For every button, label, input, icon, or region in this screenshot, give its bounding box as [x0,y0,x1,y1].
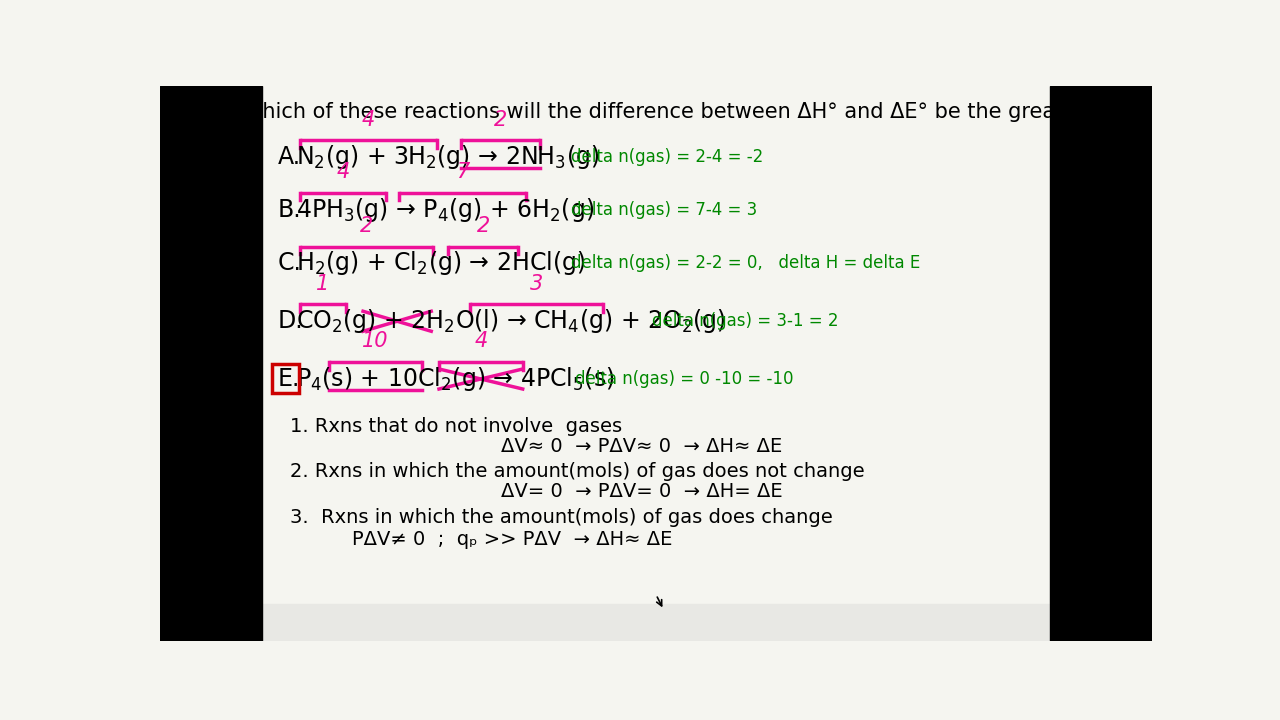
Text: PΔV≠ 0  ;  qₚ >> PΔV  → ΔH≈ ΔE: PΔV≠ 0 ; qₚ >> PΔV → ΔH≈ ΔE [352,530,672,549]
Text: 2: 2 [476,216,490,235]
Text: 7: 7 [456,162,468,182]
Text: A.: A. [278,145,301,169]
Text: For which of these reactions will the difference between ΔH° and ΔE° be the grea: For which of these reactions will the di… [206,102,1106,122]
Text: 1: 1 [316,274,329,294]
Text: 1. Rxns that do not involve  gases: 1. Rxns that do not involve gases [291,418,622,436]
Text: H$_2$(g) + Cl$_2$(g) → 2HCl(g): H$_2$(g) + Cl$_2$(g) → 2HCl(g) [296,250,585,277]
Text: 4PH$_3$(g) → P$_4$(g) + 6H$_2$(g): 4PH$_3$(g) → P$_4$(g) + 6H$_2$(g) [296,196,594,224]
Text: delta n(gas) = 2-4 = -2: delta n(gas) = 2-4 = -2 [571,148,763,166]
Text: 10: 10 [362,331,389,351]
Text: C.: C. [278,251,302,276]
Text: 3: 3 [530,274,543,294]
Text: B.: B. [278,197,301,222]
Text: delta n(gas) = 0 -10 = -10: delta n(gas) = 0 -10 = -10 [575,370,794,388]
Text: delta n(gas) = 3-1 = 2: delta n(gas) = 3-1 = 2 [652,312,838,330]
Text: 2. Rxns in which the amount(mols) of gas does not change: 2. Rxns in which the amount(mols) of gas… [291,462,865,481]
Bar [262,604,1050,641]
Bar [273,364,298,393]
Text: N$_2$(g) + 3H$_2$(g) → 2NH$_3$(g): N$_2$(g) + 3H$_2$(g) → 2NH$_3$(g) [296,143,599,171]
Text: 2: 2 [360,216,372,235]
Text: E.: E. [278,367,301,391]
Text: ΔV= 0  → PΔV= 0  → ΔH= ΔE: ΔV= 0 → PΔV= 0 → ΔH= ΔE [500,482,782,501]
Text: ΔV≈ 0  → PΔV≈ 0  → ΔH≈ ΔE: ΔV≈ 0 → PΔV≈ 0 → ΔH≈ ΔE [500,437,782,456]
Bar [1050,86,1152,641]
Text: delta n(gas) = 2-2 = 0,   delta H = delta E: delta n(gas) = 2-2 = 0, delta H = delta … [571,254,920,272]
Text: 2: 2 [494,109,507,130]
Text: D.: D. [278,310,303,333]
Bar [160,86,262,641]
Text: 4: 4 [337,162,349,182]
Text: P$_4$(s) + 10Cl$_2$(g) → 4PCl$_5$(s): P$_4$(s) + 10Cl$_2$(g) → 4PCl$_5$(s) [296,365,614,393]
Text: 4: 4 [362,109,375,130]
Text: CO$_2$(g) + 2H$_2$O(l) → CH$_4$(g) + 2O$_2$(g): CO$_2$(g) + 2H$_2$O(l) → CH$_4$(g) + 2O$… [296,307,726,336]
Text: delta n(gas) = 7-4 = 3: delta n(gas) = 7-4 = 3 [571,201,756,219]
Text: 4: 4 [474,331,488,351]
Text: 3.  Rxns in which the amount(mols) of gas does change: 3. Rxns in which the amount(mols) of gas… [291,508,833,527]
